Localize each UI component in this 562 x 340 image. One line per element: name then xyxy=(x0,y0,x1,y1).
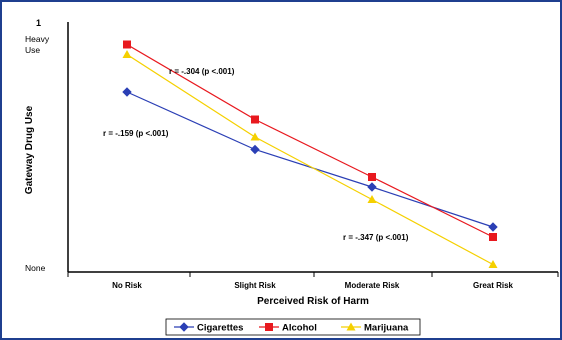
series-layer xyxy=(122,40,498,268)
legend-label: Alcohol xyxy=(282,323,317,334)
y-top-label: Heavy Use xyxy=(25,34,50,55)
data-point-alcohol xyxy=(489,233,497,241)
series-line-alcohol xyxy=(126,43,494,238)
legend-label: Cigarettes xyxy=(197,323,243,334)
x-ticks xyxy=(67,272,559,277)
x-tick-label: Moderate Risk xyxy=(345,281,400,290)
x-axis-title: Perceived Risk of Harm xyxy=(257,296,369,307)
data-point-marijuana xyxy=(488,260,498,268)
y-bottom-label: None xyxy=(25,263,46,273)
series-line-marijuana xyxy=(126,53,494,266)
correlation-annotation: r = -.159 (p <.001) xyxy=(103,129,169,138)
legend: Cigarettes Alcohol Marijuana xyxy=(174,322,409,334)
x-tick-labels: No Risk Slight Risk Moderate Risk Great Ris… xyxy=(112,281,513,290)
x-tick-label: No Risk xyxy=(112,281,142,290)
data-point-alcohol xyxy=(123,40,131,49)
data-point-marijuana xyxy=(367,195,377,203)
data-point-alcohol xyxy=(251,115,259,124)
y-axis-title: Gateway Drug Use xyxy=(24,105,35,194)
legend-marker xyxy=(179,322,189,332)
correlation-annotation: r = -.347 (p <.001) xyxy=(343,233,409,242)
data-point-cigarettes xyxy=(488,222,498,232)
data-point-cigarettes xyxy=(367,182,377,192)
legend-marker xyxy=(265,323,273,331)
series-line-cigarettes xyxy=(126,91,494,228)
data-point-marijuana xyxy=(250,132,260,141)
data-point-alcohol xyxy=(368,173,376,181)
x-tick-label: Slight Risk xyxy=(234,281,276,290)
legend-box xyxy=(165,318,421,336)
data-point-cigarettes xyxy=(250,144,260,155)
legend-marker xyxy=(346,322,356,331)
annotations: r = -.304 (p <.001) r = -.159 (p <.001) r … xyxy=(103,67,409,242)
x-tick-label: Great Risk xyxy=(473,281,514,290)
y-top-value: 1 xyxy=(36,18,41,28)
data-point-cigarettes xyxy=(122,87,132,97)
legend-label: Marijuana xyxy=(364,323,409,334)
correlation-annotation: r = -.304 (p <.001) xyxy=(169,67,235,76)
data-point-marijuana xyxy=(122,50,132,58)
